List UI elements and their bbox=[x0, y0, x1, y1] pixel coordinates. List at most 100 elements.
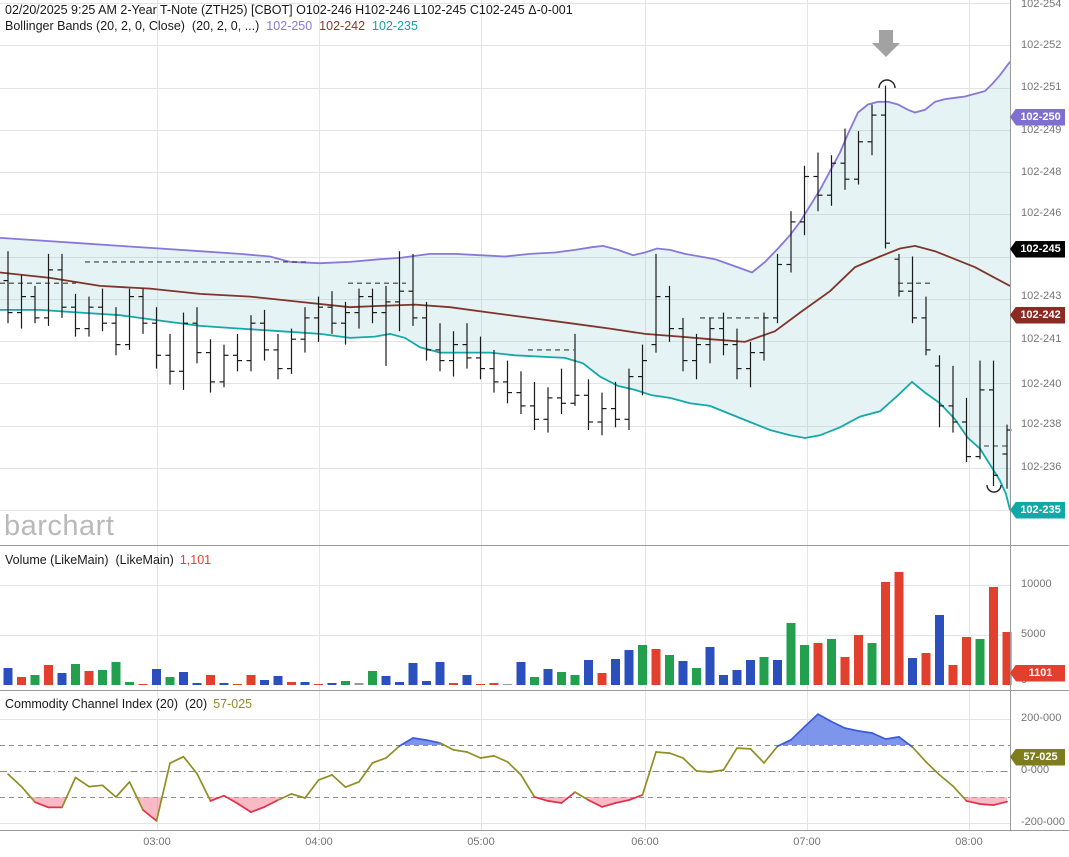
volume-bar bbox=[570, 675, 580, 685]
cci-line-segment bbox=[493, 755, 509, 763]
volume-bar bbox=[44, 665, 53, 685]
cci-line-segment bbox=[871, 732, 887, 740]
cci-axis-label: 0-000 bbox=[1021, 764, 1050, 776]
volume-bar bbox=[125, 682, 134, 685]
cci-line-segment bbox=[682, 757, 698, 772]
cci-line-segment bbox=[290, 793, 306, 799]
cci-line-segment bbox=[371, 757, 387, 764]
volume-bar bbox=[975, 639, 985, 685]
volume-badge: 1101 bbox=[1010, 664, 1065, 682]
cci-oversold-fill bbox=[962, 797, 1007, 806]
volume-bar bbox=[71, 664, 80, 685]
volume-bar bbox=[219, 683, 229, 685]
cci-line-segment bbox=[7, 773, 23, 788]
cci-line-segment bbox=[560, 791, 576, 804]
volume-bar bbox=[813, 643, 823, 685]
cci-line-segment bbox=[223, 794, 239, 805]
volume-bar bbox=[624, 650, 634, 685]
cci-line-segment bbox=[425, 739, 441, 744]
cci-line-segment bbox=[830, 720, 846, 729]
cci-line-segment bbox=[587, 799, 603, 808]
cci-oversold-fill bbox=[583, 797, 638, 807]
volume-bar bbox=[732, 670, 742, 685]
volume-bar bbox=[17, 677, 26, 685]
volume-bar bbox=[786, 623, 796, 685]
cci-line-segment bbox=[938, 774, 954, 787]
cci-line-segment bbox=[236, 802, 252, 813]
volume-axis-label: 10000 bbox=[1021, 578, 1052, 590]
cci-line-segment bbox=[722, 747, 738, 771]
cci-oversold-fill bbox=[226, 797, 285, 813]
cci-line-segment bbox=[142, 809, 158, 822]
volume-bar bbox=[233, 684, 242, 685]
volume-bar bbox=[3, 668, 13, 685]
volume-bar bbox=[867, 643, 877, 685]
volume-bar bbox=[665, 655, 674, 685]
bollinger-legend: Bollinger Bands (20, 2, 0, Close) (20, 2… bbox=[5, 19, 420, 33]
volume-bar bbox=[651, 649, 661, 685]
cci-line-segment bbox=[736, 747, 752, 750]
cci-line-segment bbox=[533, 796, 549, 802]
volume-bar bbox=[314, 684, 323, 685]
time-axis-label: 07:00 bbox=[793, 836, 821, 848]
cci-overbought-fill bbox=[780, 714, 910, 745]
cci-line-segment bbox=[520, 774, 536, 798]
time-axis-label: 06:00 bbox=[631, 836, 659, 848]
volume-bar bbox=[179, 672, 188, 685]
high-marker-arc bbox=[878, 79, 896, 89]
price-axis-label: 102-243 bbox=[1021, 290, 1062, 302]
volume-bar bbox=[935, 615, 944, 685]
volume-bar bbox=[489, 683, 499, 685]
cci-line-segment bbox=[88, 784, 104, 788]
cci-oversold-fill bbox=[30, 797, 67, 808]
volume-bar bbox=[206, 675, 215, 685]
cci-line-segment bbox=[884, 736, 900, 740]
cci-line-segment bbox=[277, 793, 293, 801]
cci-line-segment bbox=[466, 751, 482, 759]
cci-oversold-fill bbox=[534, 797, 569, 803]
cci-line-segment bbox=[844, 727, 860, 732]
cci-line-segment bbox=[857, 730, 873, 734]
price-axis-label: 102-254 bbox=[1021, 0, 1062, 10]
cci-line-segment bbox=[20, 785, 36, 804]
volume-bar bbox=[84, 671, 94, 685]
price-axis-label: 102-236 bbox=[1021, 461, 1062, 473]
cci-line-segment bbox=[790, 725, 806, 741]
volume-axis-label: 5000 bbox=[1021, 628, 1046, 640]
price-axis-label: 102-241 bbox=[1021, 333, 1062, 345]
cci-line-segment bbox=[439, 742, 455, 751]
cci-line-segment bbox=[263, 799, 279, 808]
cci-line-segment bbox=[412, 737, 428, 741]
volume-bar bbox=[962, 637, 971, 685]
volume-bar bbox=[381, 676, 391, 685]
time-axis-label: 05:00 bbox=[467, 836, 495, 848]
volume-bar bbox=[246, 675, 256, 685]
bollinger-lower-line bbox=[0, 308, 1011, 511]
cci-line-segment bbox=[452, 749, 468, 753]
volume-bar bbox=[530, 677, 539, 685]
bollinger-middle-value: 102-242 bbox=[319, 19, 366, 33]
volume-bar bbox=[543, 669, 553, 685]
cci-oversold-fill bbox=[136, 797, 163, 821]
cci-axis-label: -200-000 bbox=[1021, 816, 1066, 828]
volume-bar bbox=[881, 582, 890, 685]
quote-header: 02/20/2025 9:25 AM 2-Year T-Note (ZTH25)… bbox=[5, 3, 573, 17]
volume-value: 1,101 bbox=[179, 553, 212, 567]
cci-line-segment bbox=[965, 800, 981, 805]
cci-line-segment bbox=[61, 776, 77, 809]
volume-bar bbox=[638, 645, 647, 685]
volume-bar bbox=[57, 673, 67, 685]
volume-bar bbox=[273, 676, 283, 685]
volume-bar bbox=[368, 671, 377, 685]
cci-line-segment bbox=[196, 772, 212, 802]
volume-bar bbox=[759, 657, 769, 685]
cci-line-segment bbox=[155, 762, 171, 822]
cci-line-segment bbox=[601, 802, 617, 808]
cci-line-segment bbox=[101, 784, 117, 798]
bollinger-middle-badge: 102-242 bbox=[1010, 306, 1065, 324]
cci-line-segment bbox=[34, 801, 50, 809]
cci-line-segment bbox=[506, 761, 522, 776]
cci-line-segment bbox=[803, 713, 819, 728]
cci-line-segment bbox=[776, 738, 792, 748]
